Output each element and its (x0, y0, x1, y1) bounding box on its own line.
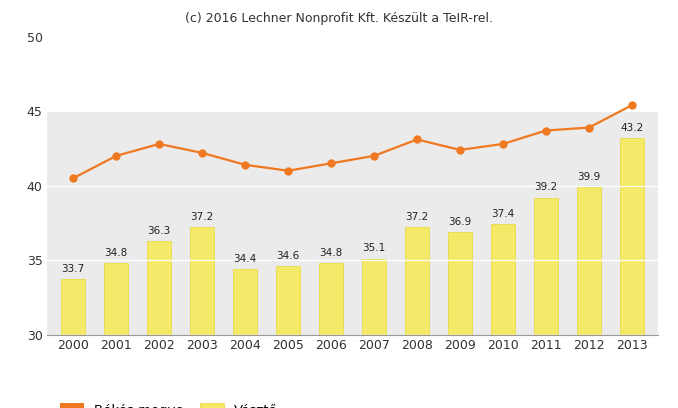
Bar (47, 111, 658, 335)
Bar (147, 241, 171, 335)
Bar (491, 224, 515, 335)
Text: 36.3: 36.3 (148, 226, 171, 235)
Text: 37.4: 37.4 (492, 209, 515, 219)
Bar (577, 187, 601, 335)
Text: 34.6: 34.6 (277, 251, 300, 261)
Bar (448, 232, 472, 335)
Bar (620, 138, 643, 335)
Text: 36.9: 36.9 (448, 217, 472, 226)
Text: 37.2: 37.2 (191, 212, 214, 222)
Bar (319, 263, 343, 335)
Text: 34.8: 34.8 (104, 248, 128, 258)
Text: 34.4: 34.4 (233, 254, 257, 264)
Text: 35.1: 35.1 (363, 244, 386, 253)
Bar (233, 269, 257, 335)
Text: 39.9: 39.9 (577, 172, 601, 182)
Text: 34.8: 34.8 (319, 248, 342, 258)
Bar (405, 227, 429, 335)
Bar (277, 266, 300, 335)
Bar (62, 279, 85, 335)
Bar (191, 227, 214, 335)
Bar (534, 197, 558, 335)
Text: 43.2: 43.2 (620, 123, 643, 133)
Text: 33.7: 33.7 (62, 264, 85, 274)
Bar (362, 259, 386, 335)
Bar (104, 263, 128, 335)
Text: 39.2: 39.2 (534, 182, 557, 192)
Text: (c) 2016 Lechner Nonprofit Kft. Készült a TeIR-rel.: (c) 2016 Lechner Nonprofit Kft. Készült … (185, 12, 493, 25)
Text: 37.2: 37.2 (405, 212, 428, 222)
Legend: Békés megye, Vésztő: Békés megye, Vésztő (60, 403, 278, 408)
